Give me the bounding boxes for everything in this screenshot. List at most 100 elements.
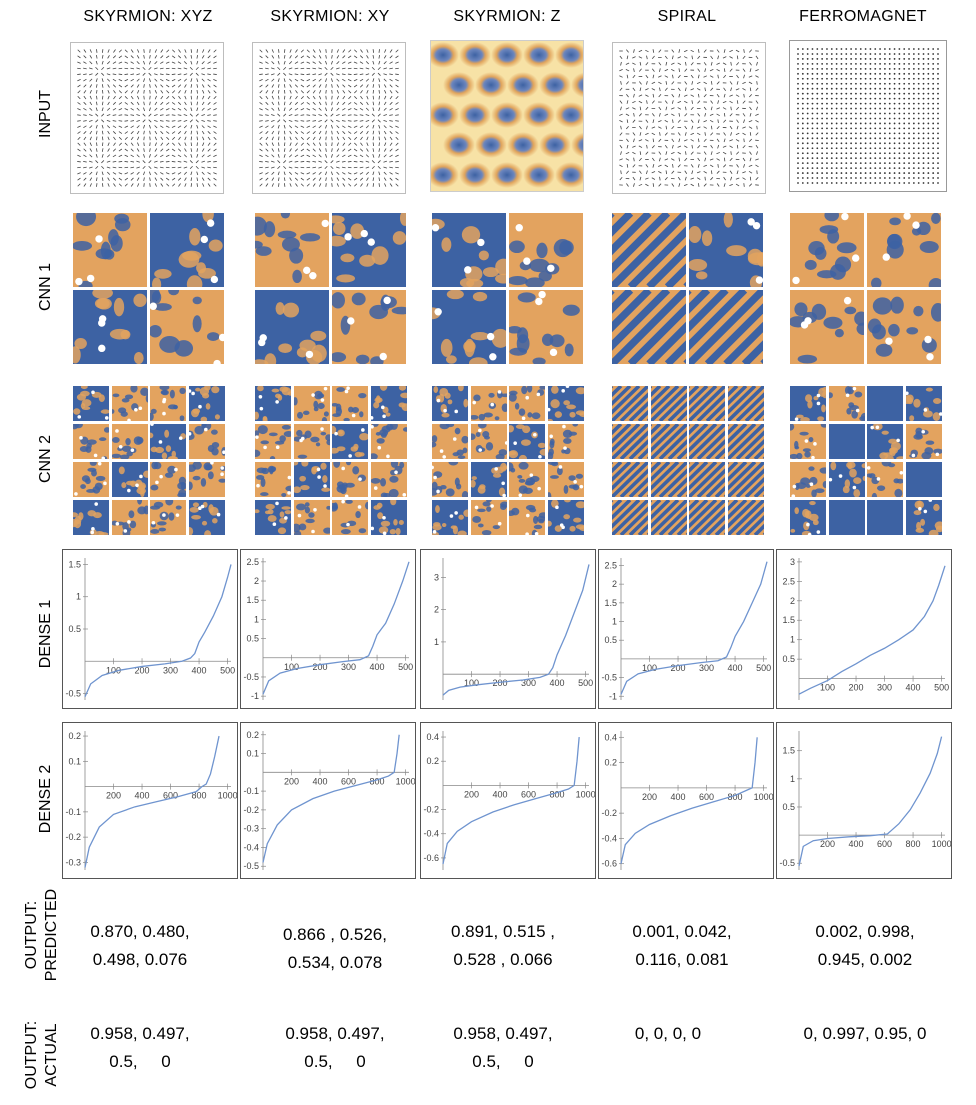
cnn1-feature-map [254,289,330,365]
cnn2-feature-map [611,461,649,498]
x-tick-label: 600 [521,789,536,799]
input-skyrmion-xyz-vector-field [71,43,223,193]
cnn2-feature-map [370,461,408,498]
y-tick-label: 1 [254,614,259,624]
cnn1-feature-map [331,289,407,365]
activation-series-line [85,736,219,867]
cnn2-feature-map [331,385,369,422]
x-tick-label: 1000 [932,839,951,849]
y-tick-label: 0.4 [426,732,439,742]
x-tick-label: 300 [699,663,714,673]
cnn2-feature-map [547,461,585,498]
y-tick-label: 1.5 [604,598,617,608]
cnn2-feature-map [508,385,546,422]
cnn2-feature-map [331,461,369,498]
cnn2-feature-map [905,461,943,498]
cnn2-feature-map [111,499,149,536]
cnn1-feature-map [508,212,584,288]
activation-series-line [263,735,399,863]
cnn2-feature-map [650,461,688,498]
y-tick-label: 0.2 [604,758,617,768]
actual-ferromagnet: 0, 0.997, 0.95, 0 [770,1020,960,1048]
x-tick-label: 1000 [396,776,415,786]
cnn1-feature-map [72,212,148,288]
cnn1-feature-map [149,212,225,288]
x-tick-label: 300 [163,665,178,675]
input-skyrmion-xy-vector-field [253,43,405,193]
predicted-line: 0.498, 0.076 [45,946,235,974]
x-tick-label: 500 [578,678,593,688]
cnn2-feature-map [688,499,726,536]
actual-line: 0.958, 0.497, [240,1020,430,1048]
x-tick-label: 500 [756,663,771,673]
activation-series-line [263,562,409,694]
y-tick-label: 1.5 [782,746,795,756]
cnn2-feature-map [828,385,866,422]
cnn2-feature-map [431,385,469,422]
cnn2-feature-map [149,423,187,460]
cnn1-feature-map [688,289,764,365]
x-tick-label: 200 [313,662,328,672]
cnn1-feature-map [688,212,764,288]
y-tick-label: 0.5 [604,635,617,645]
cnn1-feature-map [254,212,330,288]
x-tick-label: 400 [728,663,743,673]
cnn2-feature-map [370,499,408,536]
x-tick-label: 600 [877,839,892,849]
y-tick-label: 0.5 [68,624,81,634]
y-tick-label: -0.4 [243,842,259,852]
cnn2-feature-map [470,385,508,422]
cnn2-feature-map [688,385,726,422]
x-tick-label: 500 [398,662,413,672]
cnn2-feature-map [789,423,827,460]
predicted-skyrmion-z: 0.891, 0.515 , 0.528 , 0.066 [408,918,598,974]
cnn2-feature-map [866,461,904,498]
predicted-spiral: 0.001, 0.042, 0.116, 0.081 [587,918,777,974]
x-tick-label: 400 [192,665,207,675]
y-tick-label: 1.5 [782,615,795,625]
cnn2-feature-map [508,423,546,460]
actual-line: 0, 0.997, 0.95, 0 [770,1020,960,1048]
activation-series-line [443,564,589,695]
y-tick-label: 1 [612,617,617,627]
x-tick-label: 400 [135,791,150,801]
y-tick-label: -0.5 [243,861,259,871]
y-tick-label: -0.4 [601,833,617,843]
cnn1-feature-map [866,212,942,288]
column-title-skyrmion-z: SKYRMION: Z [412,8,602,26]
cnn2-feature-map [905,499,943,536]
y-tick-label: -0.2 [243,805,259,815]
cnn2-feature-map [611,499,649,536]
cnn1-feature-map [331,212,407,288]
x-tick-label: 400 [493,789,508,799]
cnn2-feature-map [470,461,508,498]
cnn1-feature-map [72,289,148,365]
y-tick-label: -0.2 [423,805,439,815]
cnn2-feature-map [866,499,904,536]
y-tick-label: 2 [254,576,259,586]
x-tick-label: 200 [464,789,479,799]
cnn2-feature-map [254,461,292,498]
y-tick-label: -0.4 [423,829,439,839]
y-tick-label: 2 [790,596,795,606]
x-tick-label: 600 [699,792,714,802]
input-skyrmion-z-density-map [431,41,583,191]
y-tick-label: -1 [251,691,259,701]
cnn2-feature-map [828,461,866,498]
y-tick-label: 0.5 [246,634,259,644]
y-tick-label: -0.5 [65,689,81,699]
x-tick-label: 400 [906,683,921,693]
input-skyrmion-xy [252,42,406,194]
actual-line: 0.5, 0 [240,1048,430,1076]
x-tick-label: 200 [284,776,299,786]
predicted-line: 0.945, 0.002 [770,946,960,974]
cnn2-feature-map [508,499,546,536]
y-tick-label: 2.5 [604,560,617,570]
cnn2-feature-map [866,423,904,460]
cnn2-feature-map [688,461,726,498]
